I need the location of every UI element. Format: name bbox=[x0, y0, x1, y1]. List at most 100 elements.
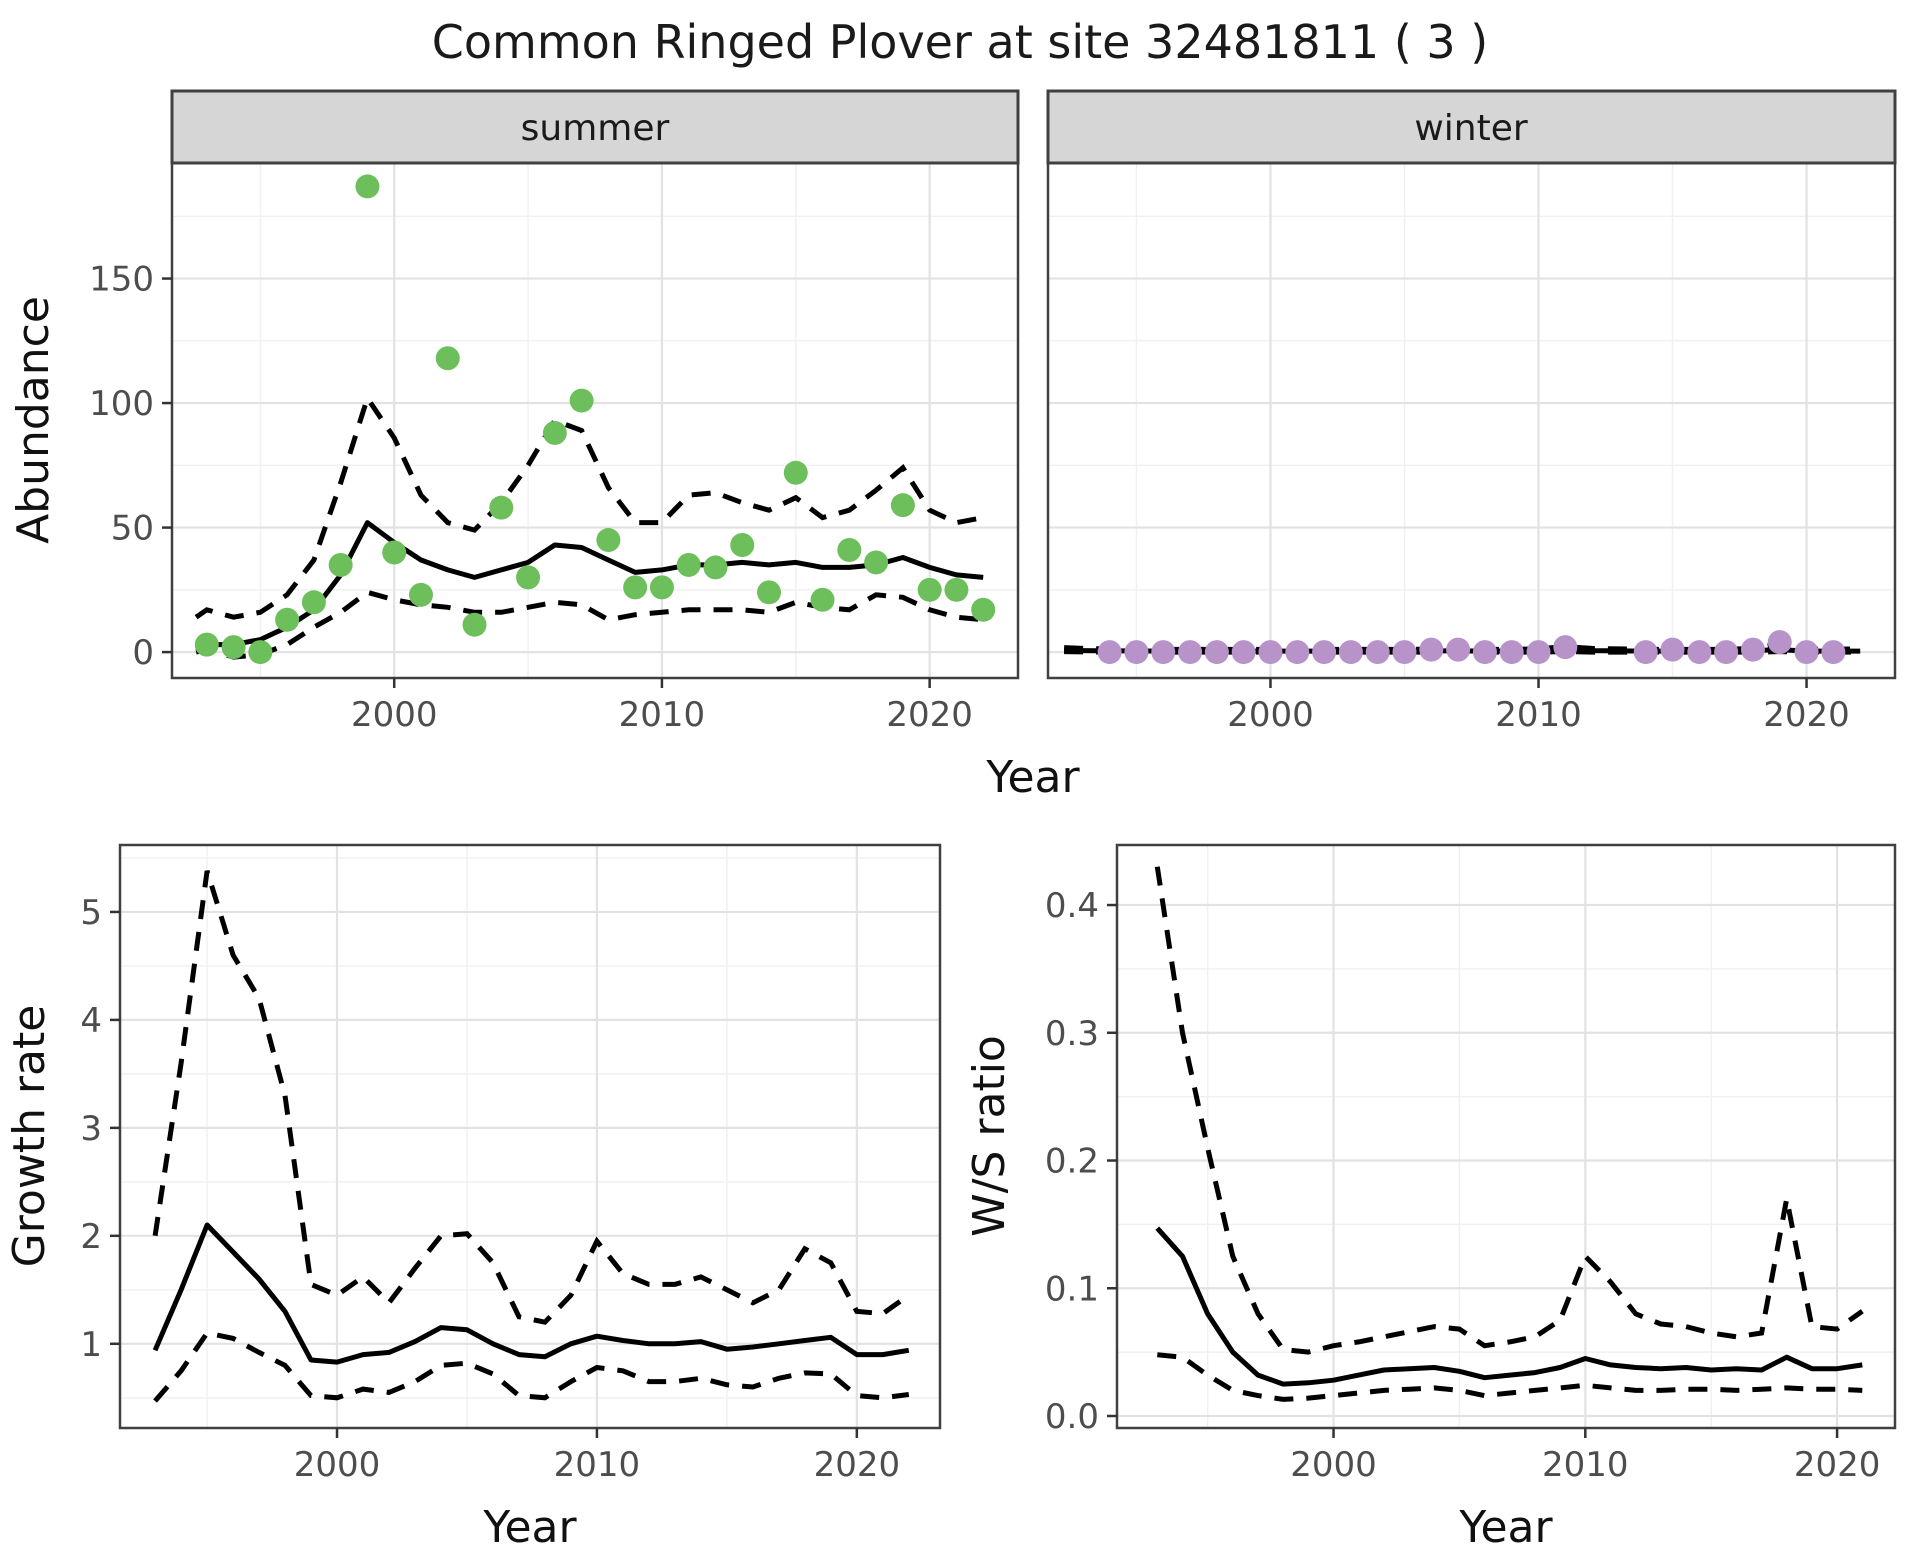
y-tick-label: 0.2 bbox=[1045, 1142, 1099, 1182]
data-point-summer_point bbox=[194, 632, 219, 657]
ws-ratio-axis-label: W/S ratio bbox=[964, 1035, 1015, 1237]
data-point-summer_point bbox=[623, 575, 648, 600]
x-tick-label: 2010 bbox=[619, 695, 706, 735]
x-tick-label: 2020 bbox=[814, 1445, 901, 1485]
x-tick-label: 2010 bbox=[1542, 1445, 1629, 1485]
data-point-summer_point bbox=[917, 577, 942, 602]
data-point-winter_point bbox=[1821, 640, 1846, 665]
panel-border bbox=[1115, 843, 1897, 1430]
x-tick-label: 2000 bbox=[294, 1445, 381, 1485]
data-point-summer_point bbox=[355, 174, 380, 199]
data-point-summer_point bbox=[516, 565, 541, 590]
data-point-summer_point bbox=[837, 537, 862, 562]
panel-background bbox=[1117, 845, 1895, 1428]
growth-rate-axis-label: Growth rate bbox=[4, 1005, 55, 1268]
page-title: Common Ringed Plover at site 32481811 ( … bbox=[432, 15, 1488, 69]
data-point-winter_point bbox=[1285, 640, 1310, 665]
data-point-summer_point bbox=[435, 346, 460, 371]
ci-upper-line bbox=[194, 392, 984, 620]
y-tick-label: 0.3 bbox=[1045, 1014, 1099, 1054]
data-point-winter_point bbox=[1472, 640, 1497, 665]
data-point-winter_point bbox=[1312, 640, 1337, 665]
data-point-summer_point bbox=[649, 575, 674, 600]
x-tick-label: 2000 bbox=[351, 695, 438, 735]
data-point-summer_point bbox=[542, 420, 567, 445]
data-point-winter_point bbox=[1740, 637, 1765, 662]
data-point-winter_point bbox=[1687, 640, 1712, 665]
facet-label-summer: summer bbox=[521, 108, 670, 149]
data-point-winter_point bbox=[1124, 640, 1149, 665]
data-point-winter_point bbox=[1499, 640, 1524, 665]
data-point-winter_point bbox=[1151, 640, 1176, 665]
y-tick-label: 3 bbox=[80, 1109, 102, 1149]
panel-background bbox=[120, 845, 940, 1428]
data-point-summer_point bbox=[971, 597, 996, 622]
y-tick-label: 0 bbox=[132, 633, 154, 673]
ci-lower-line bbox=[195, 589, 984, 660]
data-point-winter_point bbox=[1338, 640, 1363, 665]
data-point-summer_point bbox=[783, 460, 808, 485]
data-point-winter_point bbox=[1392, 640, 1417, 665]
ws-year-axis-label: Year bbox=[1458, 1502, 1553, 1553]
y-tick-label: 0.4 bbox=[1045, 886, 1099, 926]
data-point-winter_point bbox=[1365, 640, 1390, 665]
data-point-summer_point bbox=[382, 540, 407, 565]
data-point-summer_point bbox=[890, 493, 915, 518]
fit-line bbox=[152, 1222, 910, 1365]
data-point-summer_point bbox=[569, 388, 594, 413]
data-point-summer_point bbox=[275, 607, 300, 632]
ci-upper-line bbox=[152, 870, 911, 1325]
data-point-summer_point bbox=[328, 552, 353, 577]
panel-background bbox=[172, 163, 1018, 678]
data-point-winter_point bbox=[1446, 637, 1471, 662]
facet-label-winter: winter bbox=[1414, 108, 1528, 149]
data-point-summer_point bbox=[596, 528, 621, 553]
data-point-winter_point bbox=[1714, 640, 1739, 665]
data-point-summer_point bbox=[248, 640, 273, 665]
panel-border bbox=[118, 843, 942, 1430]
y-tick-label: 50 bbox=[111, 509, 154, 549]
facet-strip bbox=[170, 89, 1020, 165]
data-point-summer_point bbox=[221, 635, 246, 660]
data-point-winter_point bbox=[1178, 640, 1203, 665]
x-tick-label: 2000 bbox=[1227, 695, 1314, 735]
x-tick-label: 2020 bbox=[886, 695, 973, 735]
y-tick-label: 0.0 bbox=[1045, 1397, 1099, 1437]
data-point-winter_point bbox=[1553, 635, 1578, 660]
y-tick-label: 150 bbox=[89, 260, 154, 300]
y-tick-label: 1 bbox=[80, 1325, 102, 1365]
x-tick-label: 2020 bbox=[1794, 1445, 1881, 1485]
panel-background bbox=[1048, 163, 1895, 678]
abundance-axis-label: Abundance bbox=[8, 296, 59, 544]
data-point-winter_point bbox=[1767, 630, 1792, 655]
data-point-summer_point bbox=[810, 587, 835, 612]
data-point-summer_point bbox=[301, 590, 326, 615]
top-year-axis-label: Year bbox=[985, 752, 1080, 803]
y-tick-label: 0.1 bbox=[1045, 1269, 1099, 1309]
x-tick-label: 2010 bbox=[554, 1445, 641, 1485]
x-tick-label: 2020 bbox=[1763, 695, 1850, 735]
x-tick-label: 2010 bbox=[1495, 695, 1582, 735]
y-tick-label: 100 bbox=[89, 384, 154, 424]
ci-upper-line bbox=[1154, 866, 1864, 1355]
data-point-winter_point bbox=[1231, 640, 1256, 665]
data-point-summer_point bbox=[408, 582, 433, 607]
data-point-summer_point bbox=[757, 580, 782, 605]
y-tick-label: 2 bbox=[80, 1217, 102, 1257]
data-point-winter_point bbox=[1258, 640, 1283, 665]
data-point-winter_point bbox=[1526, 640, 1551, 665]
y-tick-label: 5 bbox=[80, 893, 102, 933]
data-point-winter_point bbox=[1633, 640, 1658, 665]
data-point-winter_point bbox=[1660, 637, 1685, 662]
data-point-summer_point bbox=[489, 495, 514, 520]
fit-line bbox=[1155, 1226, 1863, 1387]
data-point-summer_point bbox=[462, 612, 487, 637]
data-point-summer_point bbox=[944, 577, 969, 602]
data-point-winter_point bbox=[1794, 640, 1819, 665]
data-point-summer_point bbox=[864, 550, 889, 575]
data-point-winter_point bbox=[1204, 640, 1229, 665]
facet-strip bbox=[1046, 89, 1897, 165]
data-point-winter_point bbox=[1419, 637, 1444, 662]
